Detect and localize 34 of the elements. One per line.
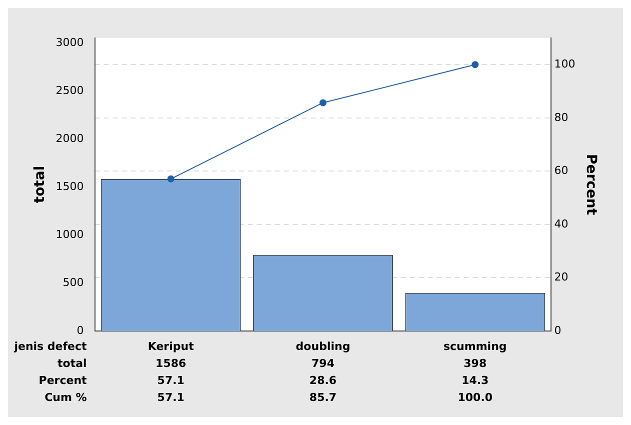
y2-tick-label: 80 (554, 110, 568, 124)
data-label: 1586 (156, 356, 187, 370)
y-tick-label: 1500 (56, 180, 84, 194)
data-label: 57.1 (157, 390, 184, 404)
y-axis-title: total (32, 166, 48, 204)
point (472, 61, 479, 68)
text: 57.1 (157, 374, 184, 387)
data-label: 100.0 (458, 390, 493, 404)
y-tick-label: 1000 (56, 228, 84, 241)
y2-axis-title: Percent (582, 154, 599, 216)
text: total (58, 356, 87, 370)
x-axis-title: jenis defect (13, 340, 87, 353)
text: Cum % (44, 390, 87, 404)
y-tick-label: 0 (76, 324, 84, 337)
point (167, 175, 174, 182)
text: 14.3 (462, 374, 489, 387)
y2-tick-label: 60 (554, 164, 568, 178)
y2-tick-label: 0 (554, 324, 562, 337)
y2-tick-label: 100 (554, 57, 576, 70)
data-label: 794 (312, 356, 335, 370)
y-tick-label: 3000 (56, 36, 84, 50)
x-tick-label: Keriput (148, 340, 194, 353)
y-tick-label: 2000 (56, 132, 84, 146)
x-tick-label: scumming (443, 340, 507, 353)
data-label: 85.7 (309, 390, 337, 404)
data-label: 398 (464, 356, 487, 370)
y2-tick-label: 40 (554, 217, 568, 230)
point (320, 99, 326, 106)
text: Percent (38, 374, 87, 387)
y2-tick-label: 20 (554, 270, 568, 284)
y-tick-label: 500 (62, 276, 84, 289)
x-tick-label: doubling (296, 340, 350, 353)
y-tick-label: 2500 (56, 84, 84, 98)
text: 28.6 (309, 374, 337, 387)
